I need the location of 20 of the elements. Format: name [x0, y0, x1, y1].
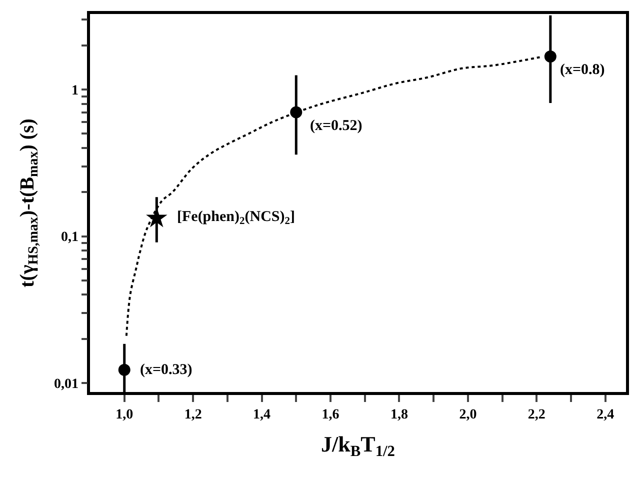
- annotation: [Fe(phen)$_{2}$(NCS)$_{2}$]: [177, 209, 295, 228]
- point: [118, 364, 130, 376]
- x-tick-label: 1,6: [322, 408, 340, 423]
- line-series: [125, 56, 541, 337]
- x-axis-title: J/k$_{B}$T$_{1/2}$: [321, 431, 396, 460]
- y-tick-label: 0,01: [54, 377, 78, 392]
- x-tick-label: 1,0: [116, 408, 134, 423]
- x-tick-label: 2,2: [528, 408, 546, 423]
- y-tick-label: 0,1: [60, 230, 78, 246]
- point: [290, 106, 302, 118]
- x-tick-label: 1,4: [253, 408, 271, 423]
- x-tick-label: 2,4: [596, 408, 614, 423]
- x-tick-label: 1,2: [184, 408, 202, 423]
- x-tick-label: 1,8: [390, 408, 408, 423]
- point: [544, 50, 556, 62]
- annotation: (x=0.8): [560, 62, 605, 78]
- x-tick-label: 2,0: [459, 408, 477, 423]
- annotation: (x=0.33): [140, 362, 192, 378]
- y-tick-label: 1: [71, 83, 78, 98]
- annotation: (x=0.52): [310, 118, 362, 134]
